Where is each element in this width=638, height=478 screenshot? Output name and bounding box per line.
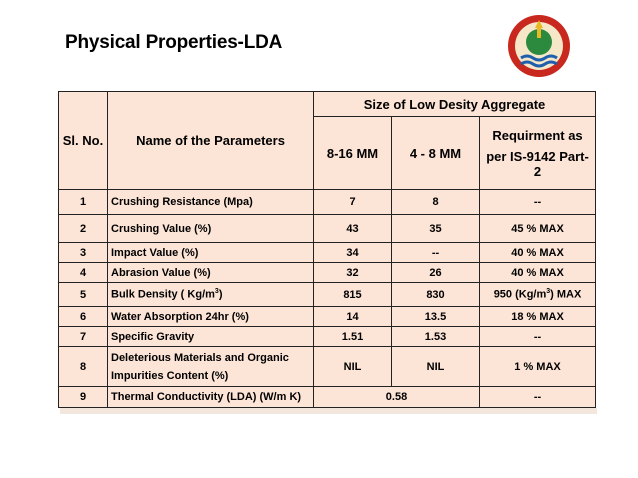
row-no: 3 [58,242,108,263]
row-req: -- [478,189,597,215]
header-sl-no: Sl. No. [58,91,108,190]
row-name: Crushing Value (%) [107,214,314,243]
table-row: 2 Crushing Value (%) 43 35 45 % MAX [58,214,597,243]
row-req: 18 % MAX [478,306,597,327]
row-req: 1 % MAX [478,346,597,387]
row-req: 950 (Kg/m3) MAX [478,282,597,307]
row-v12: 0.58 [313,386,480,408]
row-v2: NIL [391,346,480,387]
row-no: 9 [58,386,108,408]
row-v1: 14 [313,306,392,327]
row-no: 7 [58,326,108,347]
row-name: Thermal Conductivity (LDA) (W/m K) [107,386,314,408]
row-v1: NIL [313,346,392,387]
emblem-logo [508,15,570,77]
row-no: 1 [58,189,108,215]
row-v1: 32 [313,262,392,283]
row-v2: 1.53 [391,326,480,347]
row-name: Deleterious Materials and Organic Impuri… [107,346,314,387]
row-no: 5 [58,282,108,307]
row-name: Impact Value (%) [107,242,314,263]
header-col2: 4 - 8 MM [391,116,480,190]
row-req: -- [478,386,597,408]
table-row: 8 Deleterious Materials and Organic Impu… [58,346,597,387]
row-name-line1: Deleterious Materials and Organic [111,351,289,364]
row-req: 40 % MAX [478,242,597,263]
table-row: 3 Impact Value (%) 34 -- 40 % MAX [58,242,597,263]
properties-table: Sl. No. Name of the Parameters Size of L… [58,91,597,408]
row-v2: -- [391,242,480,263]
row-name-tail: ) [218,288,223,301]
row-v2: 26 [391,262,480,283]
page-title: Physical Properties-LDA [65,32,283,53]
header-group: Size of Low Desity Aggregate [312,91,597,117]
row-no: 4 [58,262,108,283]
row-v1: 7 [313,189,392,215]
table-row: 7 Specific Gravity 1.51 1.53 -- [58,326,597,347]
header-req-line1: Requirment as [492,127,583,143]
table-row: 5 Bulk Density ( Kg/m3) 815 830 950 (Kg/… [58,282,597,307]
row-no: 2 [58,214,108,243]
row-name-text: Bulk Density ( Kg/m [111,288,215,301]
row-name: Bulk Density ( Kg/m3) [107,282,314,307]
row-v2: 8 [391,189,480,215]
header-requirement: Requirment as per IS-9142 Part-2 [478,116,597,190]
row-v2: 830 [391,282,480,307]
row-name: Abrasion Value (%) [107,262,314,283]
row-name-sup: 3 [214,288,219,296]
row-name-line2: Impurities Content (%) [111,369,229,382]
table-row: 6 Water Absorption 24hr (%) 14 13.5 18 %… [58,306,597,327]
table-row: 4 Abrasion Value (%) 32 26 40 % MAX [58,262,597,283]
row-v1: 43 [313,214,392,243]
row-v1: 1.51 [313,326,392,347]
row-name: Crushing Resistance (Mpa) [107,189,314,215]
table-row: 9 Thermal Conductivity (LDA) (W/m K) 0.5… [58,386,597,408]
row-v1: 34 [313,242,392,263]
row-name: Specific Gravity [107,326,314,347]
row-v2: 35 [391,214,480,243]
row-req: 40 % MAX [478,262,597,283]
row-req-tail: ) MAX [550,288,582,301]
row-v1: 815 [313,282,392,307]
row-v2: 13.5 [391,306,480,327]
row-req: -- [478,326,597,347]
header-req-line2: per IS-9142 Part-2 [486,148,589,179]
row-no: 8 [58,346,108,387]
row-no: 6 [58,306,108,327]
row-name: Water Absorption 24hr (%) [107,306,314,327]
header-name: Name of the Parameters [107,91,314,190]
row-req-text: 950 (Kg/m [493,288,547,301]
header-col1: 8-16 MM [313,116,392,190]
row-req: 45 % MAX [478,214,597,243]
table-shadow [60,408,597,414]
table-row: 1 Crushing Resistance (Mpa) 7 8 -- [58,189,597,215]
row-req-sup: 3 [546,288,551,296]
